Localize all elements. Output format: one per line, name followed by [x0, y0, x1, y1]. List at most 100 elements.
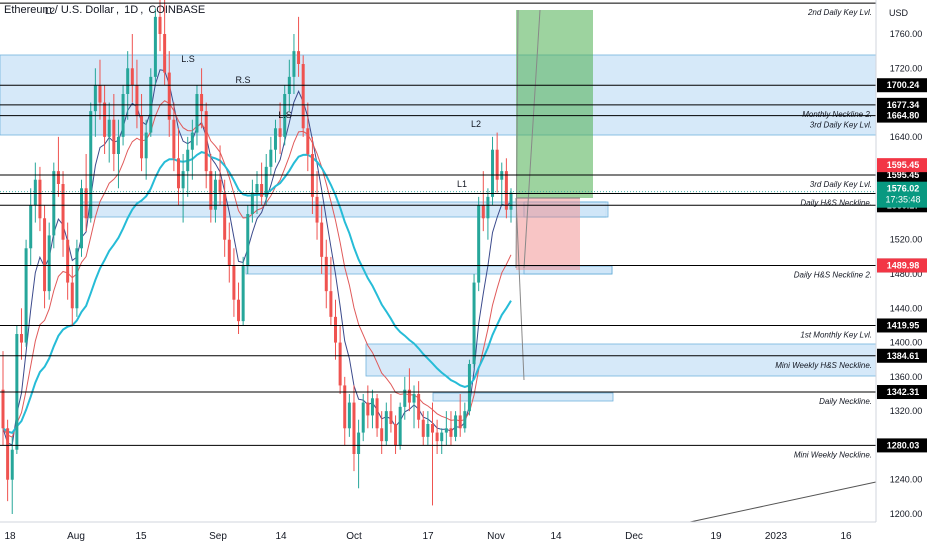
candle-body — [158, 16, 162, 34]
candle — [320, 205, 324, 274]
price-tick: 1480.00 — [890, 269, 923, 279]
candle-body — [144, 132, 148, 159]
candle-body — [80, 188, 84, 249]
symbol-name: Ethereum / U.S. Dollar — [4, 4, 115, 16]
candle — [209, 154, 213, 223]
price-tick: 1760.00 — [890, 29, 923, 39]
candle — [458, 394, 462, 437]
candle — [10, 436, 14, 514]
candle — [472, 274, 476, 369]
time-tick: 15 — [135, 531, 147, 542]
candle-body — [56, 171, 60, 184]
pattern-label: R.S — [235, 75, 250, 85]
candle — [33, 162, 37, 223]
candle-body — [449, 428, 453, 437]
candle-body — [334, 316, 338, 343]
level-label: 2nd Daily Key Lvl. — [807, 8, 872, 17]
trendline — [689, 481, 877, 523]
candle-body — [29, 205, 33, 249]
candle-body — [186, 149, 190, 172]
countdown-timer: 17:35:48 — [885, 195, 920, 205]
pattern-label: L.S — [181, 54, 195, 64]
price-axis[interactable]: USD1760.001720.001680.001640.001600.0015… — [875, 0, 932, 550]
candle-body — [47, 235, 51, 292]
symbol-title: Ethereum / U.S. Dollar, 1D, COINBASE — [4, 4, 206, 16]
candle — [186, 136, 190, 197]
candle — [361, 394, 365, 442]
candle — [84, 154, 88, 232]
level-label: 3rd Daily Key Lvl. — [810, 180, 872, 189]
candle — [29, 188, 33, 266]
candle-body — [237, 299, 241, 322]
red-price-badge — [877, 158, 927, 173]
candle — [384, 402, 388, 446]
candle-body — [421, 419, 425, 437]
level-badge — [877, 318, 927, 333]
candle-body — [467, 364, 471, 412]
level-badge-text: 1419.95 — [887, 320, 920, 330]
candle — [324, 239, 328, 309]
candle-body — [19, 334, 23, 343]
candle — [338, 325, 342, 394]
candle-body — [93, 85, 97, 112]
candle — [403, 376, 407, 420]
candle — [107, 102, 111, 163]
time-tick: Sep — [209, 531, 227, 542]
candle — [38, 166, 42, 232]
candle-body — [255, 184, 259, 193]
candle-body — [1, 389, 5, 429]
candle-body — [153, 16, 157, 77]
candle — [500, 162, 504, 206]
candle-body — [66, 239, 70, 283]
pattern-label: L1 — [457, 179, 467, 189]
position-profit-zone — [516, 10, 593, 198]
candle-body — [389, 411, 393, 424]
candle — [292, 34, 296, 94]
candle — [343, 376, 347, 446]
candle — [264, 154, 268, 206]
time-axis[interactable]: 18 Aug 15 Sep 14 Oct 17 Nov 14 Dec 19 2023 16 — [0, 521, 876, 542]
candle — [103, 85, 107, 154]
candle — [204, 102, 208, 189]
candle — [135, 59, 139, 129]
candle-body — [269, 149, 273, 167]
candle-body — [103, 102, 107, 137]
position-tool[interactable] — [515, 9, 593, 381]
candle-body — [370, 398, 374, 416]
candle — [412, 385, 416, 429]
candle-body — [486, 196, 490, 219]
candle — [417, 381, 421, 429]
candle — [366, 385, 370, 429]
candle — [440, 428, 444, 454]
zone-box — [432, 392, 614, 402]
candle-body — [200, 94, 204, 112]
candle — [66, 222, 70, 300]
candle — [56, 136, 60, 197]
candle-body — [232, 265, 236, 300]
candle — [130, 34, 134, 103]
ema-fast-line — [2, 69, 512, 446]
candle — [255, 171, 259, 214]
candle-body — [43, 218, 47, 292]
candle-body — [52, 171, 56, 236]
candle — [153, 8, 157, 86]
candle — [477, 196, 481, 292]
level-label: Monthly Neckline 2. — [802, 110, 872, 119]
candle-body — [357, 432, 361, 454]
candle-body — [320, 222, 324, 257]
price-tick: 1440.00 — [890, 303, 923, 313]
zone-box — [0, 54, 877, 136]
zones-layer — [0, 54, 877, 402]
candle — [370, 389, 374, 429]
level-badge-text: 1342.31 — [887, 387, 920, 397]
red-price-badge-text: 1489.98 — [887, 260, 920, 270]
candle-body — [6, 428, 10, 480]
candle-body — [444, 428, 448, 433]
candle-body — [504, 171, 508, 210]
candle — [278, 102, 282, 154]
candle-body — [264, 166, 268, 197]
time-tick: 17 — [422, 531, 434, 542]
position-loss-zone — [516, 198, 580, 270]
